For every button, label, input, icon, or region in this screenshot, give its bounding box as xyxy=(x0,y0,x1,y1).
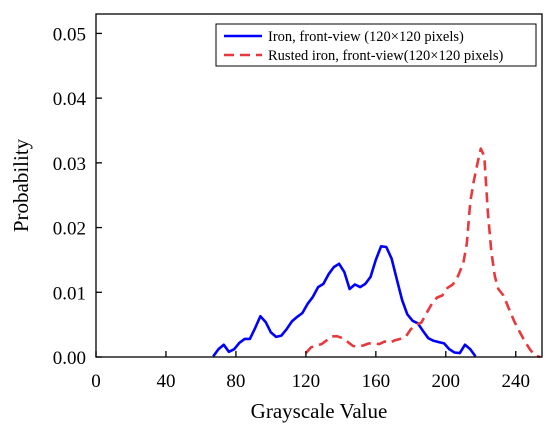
x-tick-label: 240 xyxy=(502,371,531,392)
x-tick-label: 120 xyxy=(292,371,321,392)
legend-label-2: Rusted iron, front-view(120×120 pixels) xyxy=(268,48,503,64)
y-axis-title: Probability xyxy=(9,138,33,232)
plot-frame xyxy=(95,13,543,358)
y-tick-label: 0.04 xyxy=(53,89,87,110)
y-tick-label: 0.01 xyxy=(53,283,86,304)
x-tick-label: 160 xyxy=(362,371,391,392)
y-tick-label: 0.03 xyxy=(53,154,86,175)
series-line-1 xyxy=(212,245,477,358)
series-line-2 xyxy=(304,147,541,359)
y-tick-label: 0.05 xyxy=(53,24,86,45)
legend-label-1: Iron, front-view (120×120 pixels) xyxy=(268,29,464,45)
legend-box xyxy=(215,23,537,67)
y-tick-label: 0.02 xyxy=(53,219,86,240)
x-axis-title: Grayscale Value xyxy=(251,399,388,423)
x-tick-label: 80 xyxy=(226,371,245,392)
x-tick-label: 200 xyxy=(432,371,461,392)
x-tick-label: 0 xyxy=(91,371,101,392)
x-tick-label: 40 xyxy=(156,371,175,392)
y-tick-label: 0.00 xyxy=(53,348,86,369)
